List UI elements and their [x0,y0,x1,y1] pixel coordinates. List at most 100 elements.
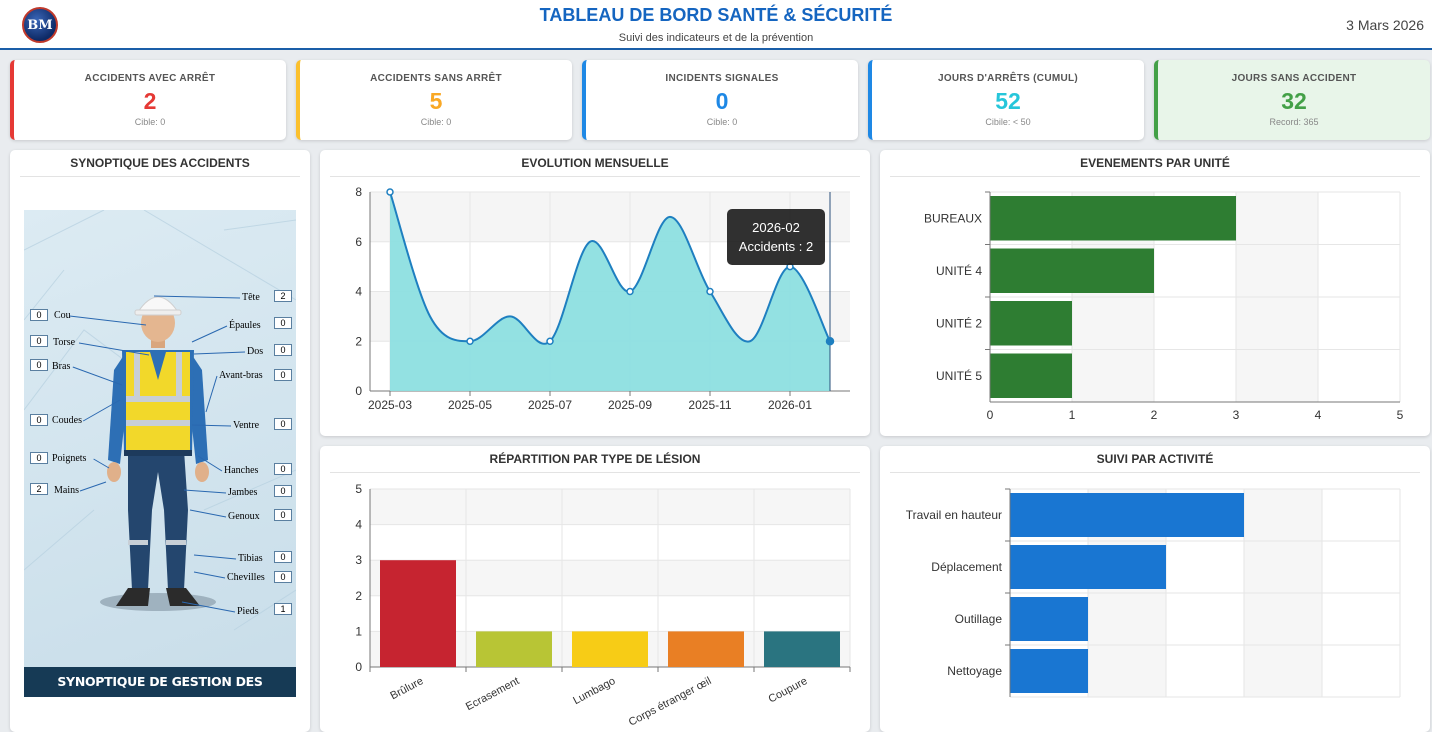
leader-line [193,351,246,355]
leader-line [69,315,147,326]
grid-band [370,489,850,525]
body-part-count[interactable]: 0 [30,414,48,426]
category-label: Travail en hauteur [906,508,1002,522]
kpi-label: INCIDENTS SIGNALES [665,73,779,84]
bar [764,631,840,667]
x-tick-label: 1 [1069,408,1076,422]
chart-tooltip: 2026-02 Accidents : 2 [727,209,825,265]
x-tick-label: 2025-03 [368,398,412,412]
leader-line [191,424,232,427]
x-tick-label: 2025-05 [448,398,492,412]
kpi-target: Cibile: < 50 [985,117,1031,127]
category-label: UNITÉ 5 [936,368,982,383]
current-date: 3 Mars 2026 [1346,17,1424,33]
body-part-count[interactable]: 1 [274,603,292,615]
bar [476,631,552,667]
body-part-label: Jambes [228,487,258,498]
kpi-incidents-signales: INCIDENTS SIGNALES 0 Cible: 0 [582,60,858,140]
data-point [706,287,714,296]
bar [990,353,1072,398]
x-tick-label: 2025-11 [688,398,731,412]
body-part-count[interactable]: 2 [274,290,292,302]
header: BM TABLEAU DE BORD SANTÉ & SÉCURITÉ Suiv… [0,0,1432,50]
kpi-jours-sans-accident: JOURS SANS ACCIDENT 32 Record: 365 [1154,60,1430,140]
category-label: Outillage [955,612,1003,626]
x-tick-label: 2025-07 [528,398,572,412]
body-part-count[interactable]: 0 [274,418,292,430]
body-part-count[interactable]: 0 [274,317,292,329]
series-line [389,191,831,345]
leader-line [189,509,227,518]
kpi-value: 0 [715,88,729,114]
body-part-count[interactable]: 0 [274,369,292,381]
company-logo: BM [22,7,58,43]
kpi-value: 52 [995,88,1021,114]
y-tick-label: 8 [355,185,362,199]
leader-lines [69,295,246,613]
leader-line [193,554,237,560]
evolution-chart[interactable]: 0 2 4 6 8 2025-03 2025-05 2025-07 2025-09 2025-11… [320,150,870,436]
body-part-count[interactable]: 0 [274,509,292,521]
synoptique-image: Tête 2 Cou 0 Épaules 0 Torse 0 Dos 0 Bras 0 Avant-br… [24,210,296,697]
leader-line [78,342,150,356]
data-point [825,337,835,346]
leader-line [193,571,226,579]
y-tick-label: 3 [355,553,362,567]
kpi-accidents-sans-arret: ACCIDENTS SANS ARRÊT 5 Cible: 0 [296,60,572,140]
kpi-target: Cible: 0 [706,117,738,127]
leader-line [82,399,121,422]
body-part-label: Tibias [238,553,263,564]
synoptique-banner: SYNOPTIQUE DE GESTION DES ACCIDENTS DU T… [24,667,296,697]
category-label: Nettoyage [947,664,1002,678]
synoptique-panel: SYNOPTIQUE DES ACCIDENTS [10,150,310,732]
x-tick-label: 0 [987,408,994,422]
panel-title: EVOLUTION MENSUELLE [330,150,860,177]
body-part-count[interactable]: 0 [30,309,48,321]
body-part-count[interactable]: 0 [274,485,292,497]
body-part-label: Mains [54,485,79,496]
body-part-count[interactable]: 0 [30,452,48,464]
body-part-count[interactable]: 0 [30,359,48,371]
bar [572,631,648,667]
body-part-label: Poignets [52,453,87,464]
page-subtitle: Suivi des indicateurs et de la préventio… [618,32,814,44]
y-tick-label: 4 [355,285,362,299]
body-part-count[interactable]: 0 [274,344,292,356]
category-label: UNITÉ 2 [936,315,982,330]
unites-panel: EVENEMENTS PAR UNITÉ 0 1 2 3 4 5 BUREAUX UNITÉ … [880,150,1430,436]
body-part-count[interactable]: 0 [274,571,292,583]
y-tick-label: 0 [355,660,362,674]
body-part-count[interactable]: 0 [274,551,292,563]
kpi-label: JOURS D'ARRÊTS (CUMUL) [937,73,1079,84]
body-part-label: Tête [242,292,260,303]
body-part-count[interactable]: 0 [30,335,48,347]
y-tick-label: 5 [355,482,362,496]
kpi-value: 5 [429,88,443,114]
lesions-chart[interactable]: 0 1 2 3 4 5 Brûlure Ecrasement Lumbago Corps étra… [320,446,870,732]
bar [1010,597,1088,641]
y-tick-label: 0 [355,384,362,398]
kpi-label: ACCIDENTS SANS ARRÊT [370,73,502,84]
category-label: Corps étranger œil [627,675,714,729]
unites-chart[interactable]: 0 1 2 3 4 5 BUREAUX UNITÉ 4 UNITÉ 2 UNITÉ 5 [880,150,1430,436]
data-point [386,188,394,196]
body-part-count[interactable]: 0 [274,463,292,475]
bar [990,301,1072,346]
category-label: Brûlure [388,675,425,702]
body-part-label: Chevilles [227,572,265,583]
body-part-count[interactable]: 2 [30,483,48,495]
leader-line [79,481,107,492]
kpi-target: Cible: 0 [134,117,166,127]
x-tick-label: 2025-09 [608,398,652,412]
kpi-label: JOURS SANS ACCIDENT [1231,73,1357,84]
data-point [546,337,554,345]
leader-line [72,366,123,386]
leader-line [93,458,110,469]
activite-chart[interactable]: Travail en hauteur Déplacement Outillage Ne… [880,446,1430,732]
kpi-label: ACCIDENTS AVEC ARRÊT [84,73,216,84]
y-tick-label: 6 [355,235,362,249]
leader-line [191,325,228,343]
body-part-label: Cou [54,310,71,321]
panel-title: SUIVI PAR ACTIVITÉ [890,446,1420,473]
leader-line [153,295,241,299]
